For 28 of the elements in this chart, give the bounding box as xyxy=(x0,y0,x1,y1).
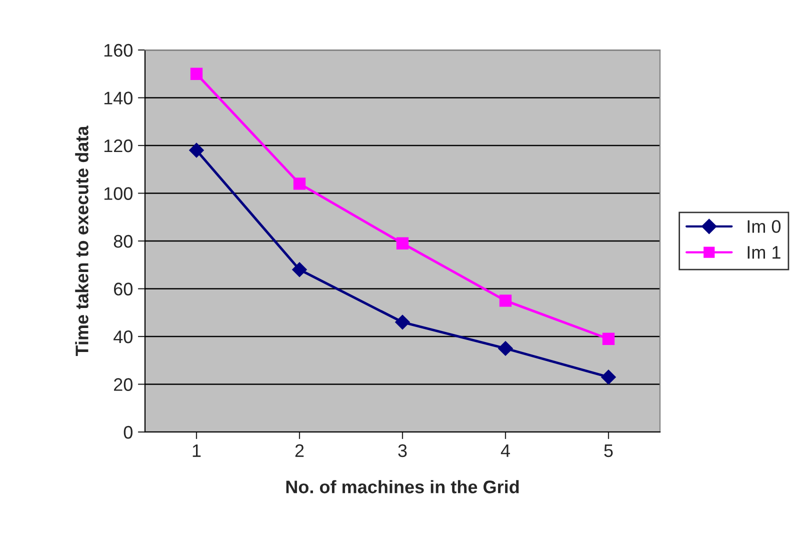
point xyxy=(499,294,512,307)
y-tick-label: 120 xyxy=(104,139,132,152)
point xyxy=(601,370,616,384)
y-tick-label: 0 xyxy=(124,426,132,439)
y-tick-label: 40 xyxy=(114,330,132,344)
point xyxy=(189,142,204,158)
legend-label: Im 1 xyxy=(748,246,780,259)
y-tick-label: 100 xyxy=(104,187,132,200)
x-tick-label: 5 xyxy=(604,444,613,458)
x-tick-label: 2 xyxy=(295,444,304,457)
point xyxy=(498,341,513,356)
y-tick-label: 160 xyxy=(104,44,132,57)
point xyxy=(190,68,203,80)
x-tick-label: 1 xyxy=(192,444,201,457)
y-tick-label: 140 xyxy=(104,92,132,104)
x-tick-label: 4 xyxy=(500,444,510,457)
point xyxy=(602,332,615,345)
x-tick-label: 3 xyxy=(398,444,407,458)
x-axis-title: No. of machines in the Grid xyxy=(286,480,519,494)
y-tick-label: 20 xyxy=(114,378,132,391)
point xyxy=(396,237,409,250)
point xyxy=(395,314,410,330)
legend-label: Im 0 xyxy=(748,220,781,233)
y-tick-label: 80 xyxy=(114,234,132,248)
point xyxy=(292,262,307,278)
y-axis-title: Time taken to execute data xyxy=(75,126,88,356)
point xyxy=(293,178,306,190)
y-tick-label: 60 xyxy=(114,282,132,296)
